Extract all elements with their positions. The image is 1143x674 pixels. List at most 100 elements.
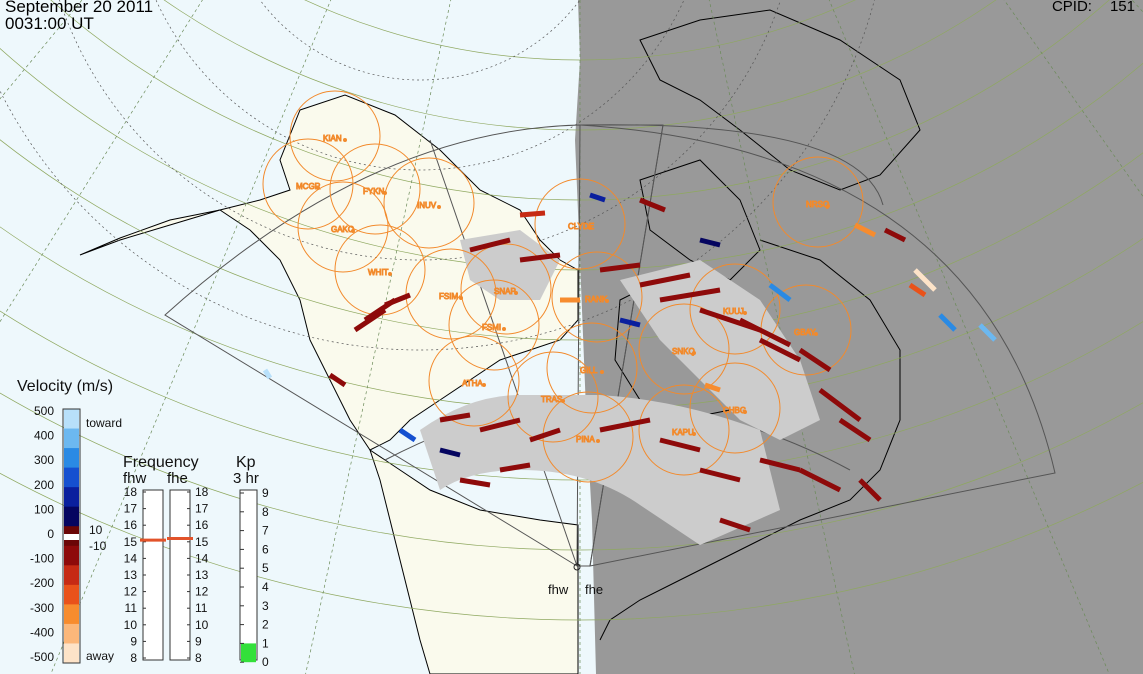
station-dot-whit [388,272,392,276]
station-circles: KIAN MCGR FYKN INUV GAKO WHIT FSIM SNAP FSMI RANK… [262,90,864,483]
magnetic-grid [0,0,875,351]
frequency-tick-label: 18 [195,485,209,499]
station-dot-rank [605,299,609,303]
cpid-label: CPID: 151 [1052,0,1135,16]
frequency-ticks: 18 18 17 17 16 16 15 15 14 14 13 13 12 12 11 11 10 10 9 9 8 8 [124,485,209,665]
station-label-snkq: SNKQ [672,347,695,356]
station-circle-rank [551,251,643,343]
station-circle-kapu [638,384,730,476]
kp-bar [239,489,258,661]
greenland [639,9,921,191]
velocity-color-segment [64,584,79,605]
station-dot-snkq [692,351,696,355]
kp-tick-label: 8 [262,505,269,519]
velocity-toward-label: toward [86,416,122,430]
frequency-tick-label: 15 [195,535,209,549]
velocity-vector [639,272,691,288]
frequency-tick-label: 13 [195,568,209,582]
frequency-tick-label: 14 [124,551,138,565]
velocity-vector [469,237,511,253]
velocity-vector [853,222,877,238]
velocity-vector [978,323,997,342]
velocity-color-segment [64,623,79,644]
velocity-tick-label: -400 [30,625,54,639]
station-label-fsim: FSIM [439,292,458,301]
station-label-kian: KIAN [323,134,342,143]
fhw-fov [164,124,581,567]
velocity-tick-label: 200 [34,478,54,492]
station-dot-pina [596,439,600,443]
velocity-vector [439,412,471,423]
kp-tick-label: 4 [262,580,269,594]
alaska-peninsula [79,209,221,256]
velocity-threshold-neg: -10 [89,539,107,553]
station-dot-atha [482,383,486,387]
velocity-vector [768,283,792,302]
station-dot-inuv [437,205,441,209]
frequency-sub-fhw: fhw [123,470,147,487]
frequency-sub-fhe: fhe [167,470,188,487]
frequency-tick-label: 9 [195,634,202,648]
station-label-gako: GAKO [331,225,354,234]
station-dot-clyde [588,226,592,230]
velocity-color-segment [64,604,79,625]
velocity-vector [798,467,842,493]
station-dot-kapu [692,432,696,436]
station-dot-nrsq [826,204,830,208]
station-dot-kian [343,138,347,142]
fhe-fov [579,124,1056,567]
frequency-tick-label: 17 [195,502,209,516]
velocity-zero-band [64,534,79,540]
kp-tick-label: 3 [262,599,269,613]
velocity-vector [913,268,937,292]
west-us-land [369,448,579,674]
velocity-tick-label: -300 [30,601,54,615]
cpid-text: CPID: [1051,0,1092,15]
velocity-vector [759,457,801,473]
station-circle-kuuj [689,263,781,355]
velocity-legend: Velocity (m/s) 500 400 300 200 100 0 -100 -200 -… [17,378,122,664]
alaska-land [218,94,579,451]
station-circle-nrsq [772,156,864,248]
kp-tick-label: 9 [262,486,269,500]
station-label-gbay: GBAY [794,328,816,337]
frequency-tick-label: 12 [124,585,138,599]
velocity-tick-label: -200 [30,576,54,590]
velocity-vector [704,382,721,393]
velocity-color-segment [64,467,79,488]
station-dot-gbay [814,332,818,336]
kp-tick-label: 6 [262,542,269,556]
station-circle-snap [460,243,552,335]
station-circle-atha [428,335,520,427]
station-circle-gako [297,181,389,273]
frequency-tick-label: 12 [195,585,209,599]
radar-site-marker [573,563,581,571]
station-circle-gill [546,322,638,414]
station-label-nrsq: NRSQ [806,200,829,209]
station-dot-kuuj [743,311,747,315]
velocity-vector [519,252,561,263]
frequency-tick-label: 16 [195,518,209,532]
station-dot-snap [514,291,518,295]
velocity-vector [883,227,907,243]
velocity-vector [659,437,701,453]
station-circle-clyde [534,178,626,270]
radar-site: fhw fhe [548,563,603,597]
velocity-color-segment [64,643,79,664]
station-circle-tras [507,351,599,443]
velocity-legend-title: Velocity (m/s) [17,378,113,395]
frequency-tick-label: 13 [124,568,138,582]
kp-tick-label: 2 [262,618,269,632]
velocity-vectors [262,192,997,533]
frequency-tick-label: 18 [124,485,138,499]
station-label-clyde: CLYDE [568,222,594,231]
velocity-vector [818,388,862,422]
frequency-tick-label: 16 [124,518,138,532]
station-label-inuv: INUV [417,201,437,210]
kp-fill [241,643,256,663]
station-label-fykn: FYKN [363,187,385,196]
station-circle-kian [289,90,381,182]
velocity-vector [599,262,641,273]
kp-ticks: 9 8 7 6 5 4 3 2 1 0 [240,486,269,669]
